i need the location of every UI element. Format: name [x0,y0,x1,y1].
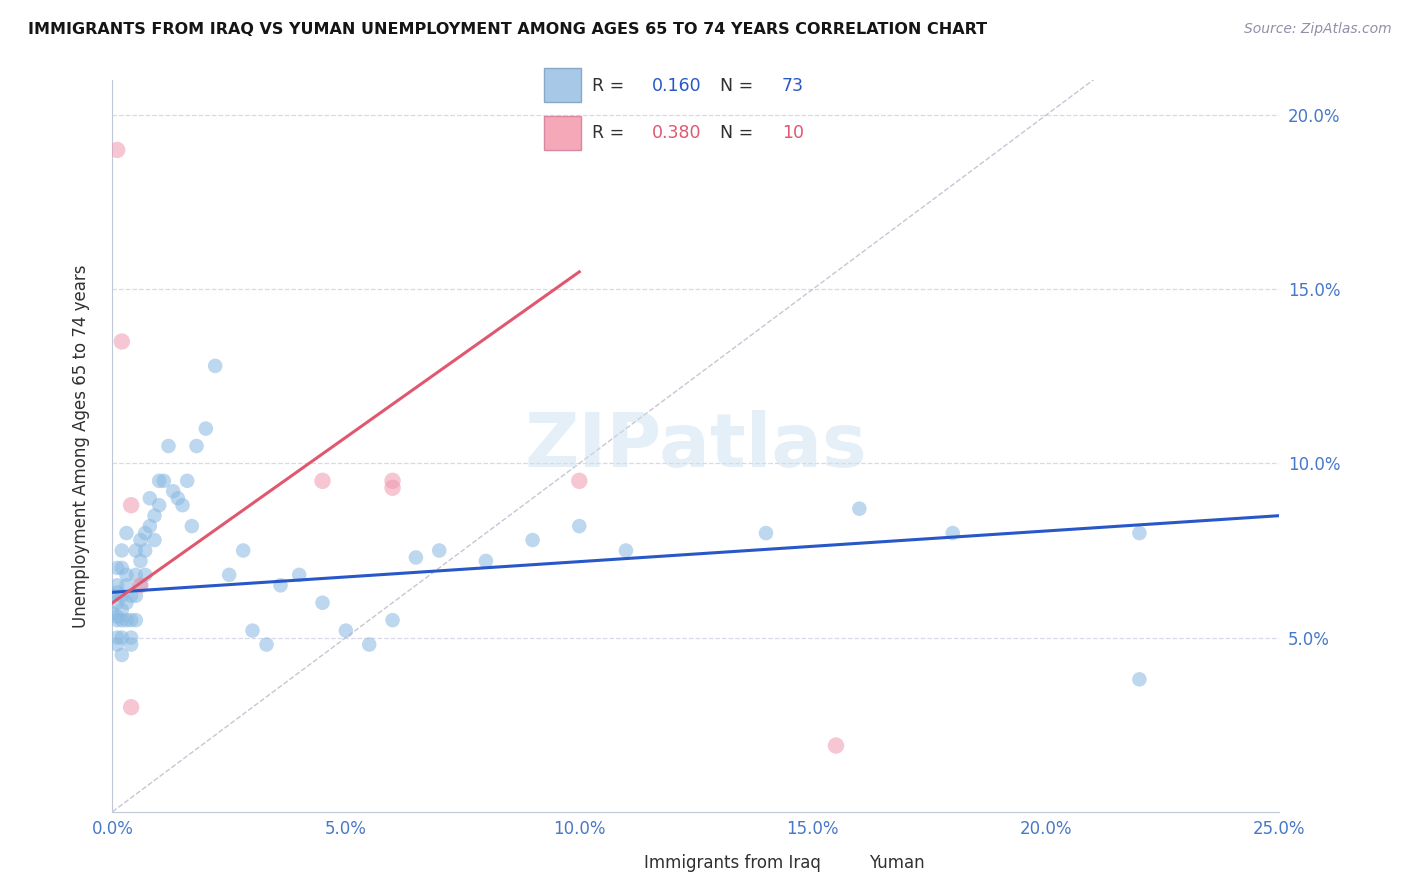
Point [101,589,124,603]
Point [166,491,188,506]
Point [270,578,292,592]
Point [405,550,427,565]
Point [381,613,404,627]
Point [153,474,176,488]
Point [134,567,156,582]
Point [111,334,134,349]
Point [129,578,152,592]
Point [242,624,264,638]
Point [115,526,138,541]
Point [105,613,128,627]
Point [129,554,152,568]
Point [194,421,217,435]
Point [148,498,170,512]
Text: ZIPatlas: ZIPatlas [524,409,868,483]
Point [157,439,180,453]
Point [204,359,226,373]
Y-axis label: Unemployment Among Ages 65 to 74 years: Unemployment Among Ages 65 to 74 years [72,264,90,628]
Point [162,484,184,499]
Point [172,498,194,512]
Point [120,589,142,603]
Point [359,638,381,652]
Point [120,638,142,652]
Point [148,474,170,488]
Text: Immigrants from Iraq: Immigrants from Iraq [644,854,821,871]
Point [942,526,965,541]
Text: 10: 10 [782,124,804,143]
Point [125,613,148,627]
Point [143,508,166,523]
Point [143,533,166,547]
Point [522,533,544,547]
Point [125,589,148,603]
Point [125,543,148,558]
Point [111,631,134,645]
FancyBboxPatch shape [544,69,581,102]
Text: R =: R = [592,124,630,143]
Point [288,567,311,582]
Point [111,561,134,575]
Point [120,631,142,645]
Point [111,613,134,627]
Point [120,498,142,512]
Point [180,519,202,533]
Point [134,543,156,558]
Text: N =: N = [720,77,759,95]
Point [105,585,128,599]
Point [256,638,278,652]
Point [335,624,357,638]
Text: 73: 73 [782,77,804,95]
Point [105,596,128,610]
Point [111,543,134,558]
FancyBboxPatch shape [544,117,581,150]
Point [218,567,240,582]
Text: Yuman: Yuman [869,854,925,871]
Point [232,543,254,558]
Text: IMMIGRANTS FROM IRAQ VS YUMAN UNEMPLOYMENT AMONG AGES 65 TO 74 YEARS CORRELATION: IMMIGRANTS FROM IRAQ VS YUMAN UNEMPLOYME… [28,22,987,37]
Text: 0.380: 0.380 [652,124,702,143]
Point [105,578,128,592]
Point [139,491,162,506]
Point [311,474,333,488]
Point [1128,526,1150,541]
Point [129,533,152,547]
Point [125,567,148,582]
Text: N =: N = [720,124,759,143]
Text: R =: R = [592,77,630,95]
Point [111,603,134,617]
Point [1128,673,1150,687]
Point [139,519,162,533]
Point [755,526,778,541]
Point [115,578,138,592]
Point [105,631,128,645]
Point [105,143,128,157]
Point [381,474,404,488]
Point [101,606,124,620]
Point [176,474,198,488]
Point [111,589,134,603]
Point [115,613,138,627]
Point [120,700,142,714]
Point [115,567,138,582]
Point [475,554,498,568]
Point [105,609,128,624]
Point [105,638,128,652]
Text: Source: ZipAtlas.com: Source: ZipAtlas.com [1244,22,1392,37]
Point [825,739,848,753]
Point [848,501,870,516]
Point [129,578,152,592]
Point [134,526,156,541]
Point [568,474,591,488]
Text: 0.160: 0.160 [652,77,702,95]
Point [427,543,450,558]
Point [120,613,142,627]
Point [186,439,208,453]
Point [115,596,138,610]
Point [111,648,134,662]
Point [568,519,591,533]
Point [381,481,404,495]
Point [614,543,637,558]
Point [311,596,333,610]
Point [105,561,128,575]
